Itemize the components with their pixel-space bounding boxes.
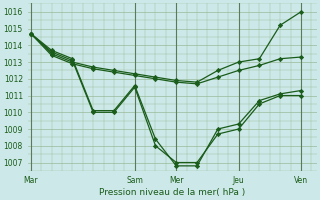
- X-axis label: Pression niveau de la mer( hPa ): Pression niveau de la mer( hPa ): [99, 188, 245, 197]
